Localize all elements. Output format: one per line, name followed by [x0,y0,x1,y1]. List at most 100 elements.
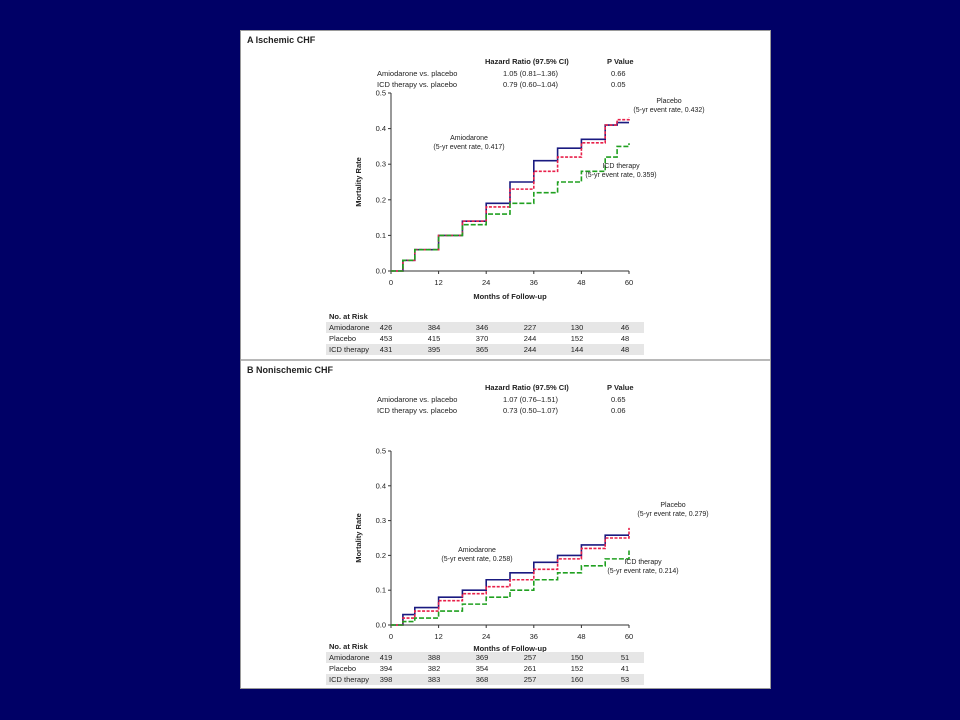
y-tick-label: 0.3 [376,516,386,525]
at-risk-value: 53 [620,675,630,684]
hr-header: Hazard Ratio (97.5% CI) [485,57,569,66]
y-axis-label: Mortality Rate [354,157,363,207]
x-tick-label: 24 [482,278,490,287]
at-risk-value: 48 [620,345,630,354]
at-risk-value: 144 [570,345,584,354]
at-risk-value: 261 [523,664,537,673]
hr-header: Hazard Ratio (97.5% CI) [485,383,569,392]
y-tick-label: 0.4 [376,481,386,490]
at-risk-value: 368 [475,675,489,684]
at-risk-value: 46 [620,323,630,332]
x-tick-label: 0 [389,632,393,641]
at-risk-value: 453 [379,334,393,343]
x-tick-label: 36 [530,278,538,287]
at-risk-value: 152 [570,334,584,343]
x-tick-label: 48 [577,278,585,287]
at-risk-value: 394 [379,664,393,673]
y-tick-label: 0.1 [376,586,386,595]
at-risk-value: 244 [523,334,537,343]
at-risk-label: Amiodarone [329,323,370,332]
p-header: P Value [607,383,634,392]
y-tick-label: 0.5 [376,447,386,456]
at-risk-title: No. at Risk [329,642,368,651]
at-risk-value: 365 [475,345,489,354]
at-risk-value: 426 [379,323,393,332]
x-tick-label: 60 [625,278,633,287]
hr-row-p: 0.05 [611,80,626,89]
y-tick-label: 0.3 [376,160,386,169]
at-risk-label: Placebo [329,664,357,673]
hr-row-p: 0.65 [611,395,626,404]
at-risk-value: 48 [620,334,630,343]
annotation-placebo: Placebo [656,98,681,105]
hr-row-label: Amiodarone vs. placebo [377,69,458,78]
annotation-icd: (5-yr event rate, 0.214) [607,568,678,575]
at-risk-row: Placebo 394 382 354 261 152 41 [326,663,644,674]
annotation-icd: ICD therapy [602,163,640,170]
at-risk-value: 419 [379,653,393,662]
hr-row-label: ICD therapy vs. placebo [377,406,458,415]
at-risk-value: 382 [427,664,441,673]
annotation-amiodarone: (5-yr event rate, 0.417) [433,144,504,151]
hr-row-ratio: 1.05 (0.81–1.36) [503,69,559,78]
at-risk-row: Amiodarone 426 384 346 227 130 46 [326,322,644,333]
panel-title: A Ischemic CHF [247,35,316,45]
at-risk-label: ICD therapy [329,345,370,354]
at-risk-value: 130 [570,323,584,332]
annotation-amiodarone: (5-yr event rate, 0.258) [441,556,512,563]
panel-nonischemic: B Nonischemic CHF Hazard Ratio (97.5% CI… [241,361,772,689]
x-axis-label: Months of Follow-up [473,292,547,301]
panel-ischemic: A Ischemic CHF Hazard Ratio (97.5% CI) P… [241,31,772,359]
x-tick-label: 0 [389,278,393,287]
at-risk-row: Amiodarone 419 388 369 257 150 51 [326,652,644,663]
annotation-placebo: (5-yr event rate, 0.432) [633,107,704,114]
mortality-chart-nonischemic: 0 12 24 36 48 60 0.0 0.1 0.2 0.3 0.4 0.5 Months of F… [354,447,709,654]
at-risk-value: 244 [523,345,537,354]
at-risk-value: 395 [427,345,441,354]
y-tick-label: 0.2 [376,551,386,560]
at-risk-row: ICD therapy 398 383 368 257 160 53 [326,674,644,685]
x-tick-label: 12 [434,632,442,641]
at-risk-value: 152 [570,664,584,673]
series-line-amiodarone [391,121,629,272]
at-risk-value: 150 [570,653,584,662]
y-tick-label: 0.0 [376,621,386,630]
annotation-amiodarone: Amiodarone [450,135,488,142]
annotation-amiodarone: Amiodarone [458,547,496,554]
x-axis-label: Months of Follow-up [473,644,547,653]
at-risk-label: Amiodarone [329,653,370,662]
at-risk-label: ICD therapy [329,675,370,684]
hr-row-p: 0.06 [611,406,626,415]
x-tick-label: 48 [577,632,585,641]
series-line-placebo [391,527,630,626]
at-risk-value: 257 [523,653,537,662]
x-tick-label: 36 [530,632,538,641]
at-risk-value: 398 [379,675,393,684]
at-risk-value: 257 [523,675,537,684]
at-risk-label: Placebo [329,334,357,343]
at-risk-row: Placebo 453 415 370 244 152 48 [326,333,644,344]
at-risk-value: 227 [523,323,537,332]
figure-card: A Ischemic CHF Hazard Ratio (97.5% CI) P… [240,30,771,689]
series-line-icd [391,550,630,626]
at-risk-title: No. at Risk [329,312,368,321]
at-risk-value: 354 [475,664,489,673]
at-risk-value: 51 [620,653,630,662]
y-tick-label: 0.5 [376,89,386,98]
p-header: P Value [607,57,634,66]
annotation-placebo: (5-yr event rate, 0.279) [637,511,708,518]
at-risk-value: 388 [427,653,441,662]
hr-row-ratio: 1.07 (0.76–1.51) [503,395,559,404]
series-line-icd [391,143,630,272]
y-axis-label: Mortality Rate [354,513,363,563]
at-risk-value: 384 [427,323,441,332]
at-risk-value: 160 [570,675,584,684]
annotation-icd: ICD therapy [624,559,662,566]
hr-row-p: 0.66 [611,69,626,78]
at-risk-value: 383 [427,675,441,684]
x-tick-label: 60 [625,632,633,641]
x-tick-label: 24 [482,632,490,641]
at-risk-value: 369 [475,653,489,662]
y-tick-label: 0.0 [376,267,386,276]
at-risk-value: 346 [475,323,489,332]
